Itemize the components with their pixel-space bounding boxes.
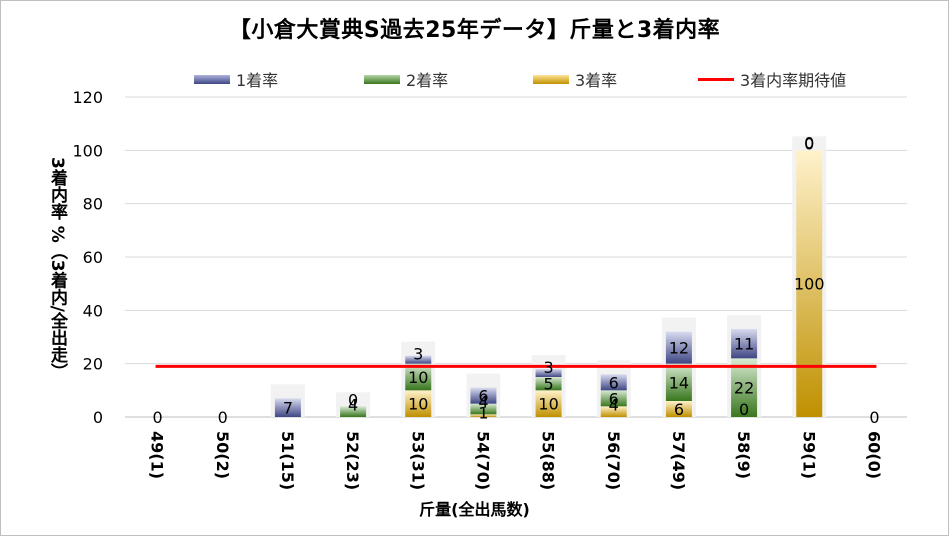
y-tick-label: 0 bbox=[93, 408, 103, 427]
x-tick-label: 59(1) bbox=[799, 431, 818, 479]
bar-segment bbox=[600, 406, 627, 417]
y-tick-label: 20 bbox=[83, 355, 103, 374]
data-label: 10 bbox=[408, 395, 428, 414]
legend-label-1: 1着率 bbox=[236, 71, 279, 90]
x-axis-label: 斤量(全出馬数) bbox=[419, 500, 530, 519]
data-label: 4 bbox=[348, 395, 358, 414]
bar-segment bbox=[731, 358, 758, 417]
legend-series-3: 3着率 bbox=[533, 68, 617, 90]
data-label: 6 bbox=[609, 373, 619, 392]
data-label: 1 bbox=[478, 403, 488, 422]
y-tick-label: 120 bbox=[72, 88, 103, 107]
data-label: 4 bbox=[609, 395, 619, 414]
x-tick-label: 53(31) bbox=[408, 431, 427, 490]
bar-segment bbox=[535, 390, 562, 417]
legend-label-3: 3着率 bbox=[575, 71, 618, 90]
y-tick-label: 40 bbox=[83, 301, 103, 320]
x-tick-label: 58(9) bbox=[734, 431, 753, 479]
legend-series-1: 1着率 bbox=[194, 68, 278, 90]
bar-segment bbox=[665, 331, 692, 364]
bar-segment bbox=[274, 398, 301, 417]
bar-segment bbox=[665, 401, 692, 417]
data-label: 100 bbox=[794, 275, 825, 294]
x-tick-label: 55(88) bbox=[539, 431, 558, 490]
data-label: 0 bbox=[152, 408, 162, 427]
chart-title: 【小倉大賞典S過去25年データ】斤量と3着内率 bbox=[228, 18, 721, 43]
legend-reference-line: 3着内率期待値 bbox=[698, 68, 846, 90]
data-label: 3 bbox=[543, 358, 553, 377]
data-label: 0 bbox=[804, 133, 814, 152]
data-label: 6 bbox=[609, 389, 619, 408]
x-tick-label: 54(70) bbox=[473, 431, 492, 490]
bar-segment bbox=[340, 406, 367, 417]
bar-segment bbox=[470, 403, 497, 415]
bar-segment bbox=[405, 363, 432, 391]
legend-label-reference: 3着内率期待値 bbox=[740, 71, 847, 90]
bar-segment bbox=[405, 390, 432, 417]
legend-swatch-1 bbox=[194, 74, 230, 84]
bar-segment bbox=[470, 414, 497, 417]
data-label: 22 bbox=[734, 379, 754, 398]
legend-line-swatch bbox=[698, 77, 734, 81]
x-tick-label: 49(1) bbox=[148, 431, 167, 479]
x-tick-label: 52(23) bbox=[343, 431, 362, 490]
data-label: 6 bbox=[674, 400, 684, 419]
x-tick-label: 57(49) bbox=[669, 431, 688, 490]
bar-segment bbox=[600, 390, 627, 407]
data-label: 3 bbox=[413, 345, 423, 364]
y-tick-label: 80 bbox=[83, 195, 103, 214]
legend-swatch-3 bbox=[533, 74, 569, 84]
bar-segment bbox=[405, 355, 432, 364]
bar-segment bbox=[796, 150, 823, 418]
y-tick-label: 60 bbox=[83, 248, 103, 267]
data-label: 0 bbox=[218, 408, 228, 427]
data-label: 5 bbox=[543, 375, 553, 394]
bar-segment bbox=[665, 363, 692, 401]
data-label: 0 bbox=[739, 400, 749, 419]
data-label: 0 bbox=[869, 408, 879, 427]
data-label: 12 bbox=[669, 339, 689, 358]
data-label: 10 bbox=[408, 368, 428, 387]
x-tick-label: 51(15) bbox=[278, 431, 297, 490]
x-tick-label: 60(0) bbox=[864, 431, 883, 479]
data-label: 7 bbox=[283, 399, 293, 418]
data-label: 6 bbox=[478, 387, 488, 406]
bar-segment bbox=[535, 369, 562, 377]
data-label: 14 bbox=[669, 373, 689, 392]
data-label: 10 bbox=[538, 395, 558, 414]
legend-swatch-2 bbox=[364, 74, 400, 84]
data-label: 0 bbox=[804, 134, 814, 153]
bar-segment bbox=[731, 329, 758, 359]
data-label: 0 bbox=[348, 390, 358, 409]
x-tick-label: 56(70) bbox=[604, 431, 623, 490]
data-label: 4 bbox=[478, 393, 488, 412]
x-tick-label: 50(2) bbox=[213, 431, 232, 479]
y-axis-label: 3着内率 %（3着内/全出走） bbox=[47, 156, 67, 380]
bar-segment bbox=[535, 377, 562, 391]
data-label: 11 bbox=[734, 335, 754, 354]
legend-series-2: 2着率 bbox=[364, 68, 448, 90]
legend-label-2: 2着率 bbox=[406, 71, 449, 90]
bar-segment bbox=[470, 387, 497, 404]
y-tick-label: 100 bbox=[72, 141, 103, 160]
bar-segment bbox=[600, 374, 627, 391]
